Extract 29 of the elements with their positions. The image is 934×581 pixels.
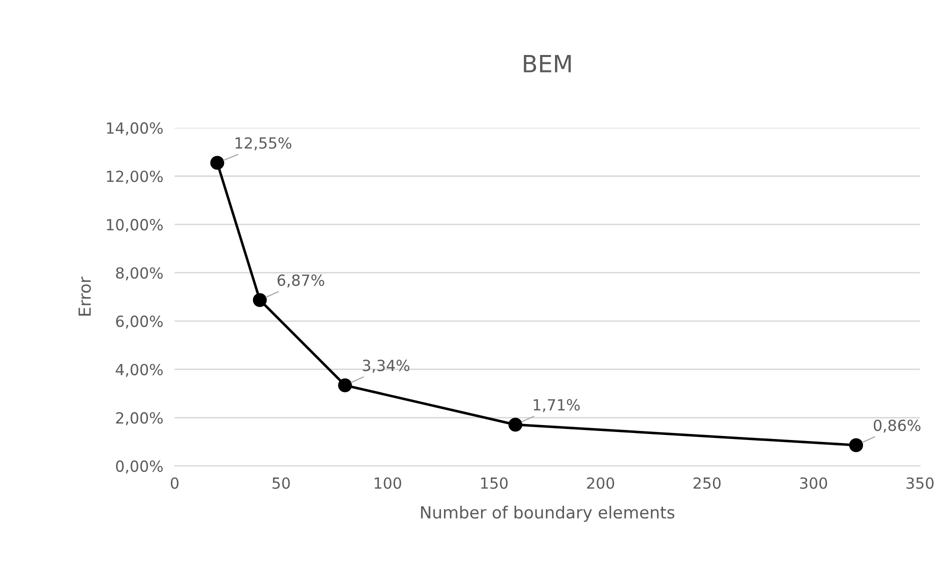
x-tick-label: 250 <box>694 477 721 489</box>
point <box>508 418 522 432</box>
y-tick-label: 0,00% <box>116 460 163 474</box>
chart-title: BEM <box>524 55 571 72</box>
data-label: 0,86% <box>874 420 920 433</box>
x-tick-label: 150 <box>481 477 508 489</box>
y-tick-label: 2,00% <box>116 412 163 426</box>
x-tick-label: 350 <box>906 477 934 489</box>
y-tick-label: 14,00% <box>106 122 163 136</box>
x-tick-label: 50 <box>272 477 290 489</box>
x-tick-label: 100 <box>374 477 402 489</box>
data-label: 3,34% <box>362 360 410 373</box>
y-tick-label: 4,00% <box>116 364 163 377</box>
y-tick-label: 8,00% <box>116 267 163 280</box>
data-label: 6,87% <box>278 274 324 288</box>
point <box>849 438 864 452</box>
x-tick-label: 0 <box>170 477 179 489</box>
data-label: 12,55% <box>236 137 292 150</box>
y-tick-label: 10,00% <box>106 218 163 232</box>
y-tick-label: 12,00% <box>106 170 163 184</box>
x-tick-label: 200 <box>587 477 614 489</box>
x-axis-title: Number of boundary elements <box>421 506 674 522</box>
point <box>210 156 224 170</box>
x-tick-label: 300 <box>800 477 828 489</box>
point <box>338 378 352 392</box>
y-axis-title: Error <box>78 276 91 316</box>
data-label: 1,71% <box>534 399 580 412</box>
y-tick-label: 6,00% <box>116 316 163 329</box>
point <box>252 293 267 307</box>
